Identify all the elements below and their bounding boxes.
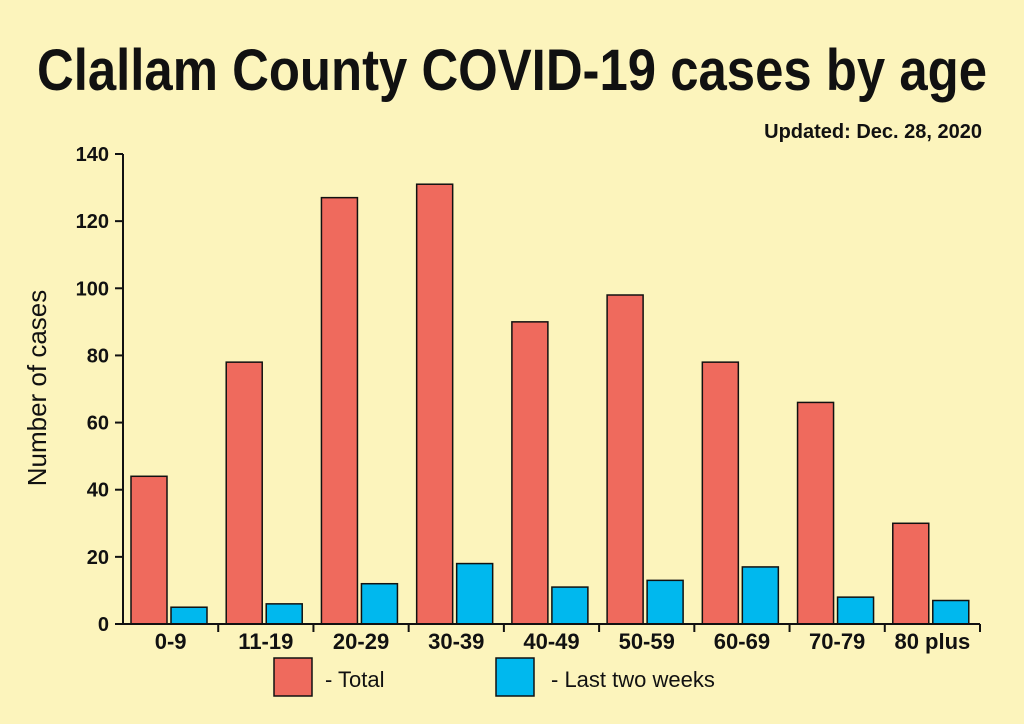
y-axis-label: Number of cases [22,290,52,487]
bar-last-two-weeks-30-39 [455,562,494,625]
bar-total-60-69 [701,361,740,625]
x-tick-label: 50-59 [619,629,675,654]
legend: - Total - Last two weeks [273,657,715,697]
legend-label-total: - Total [325,667,385,692]
legend-swatch-last-two-weeks [495,657,535,697]
x-tick-label: 0-9 [155,629,187,654]
y-tick-label: 120 [76,211,109,233]
x-tick-label: 20-29 [333,629,389,654]
x-tick-label: 40-49 [523,629,579,654]
y-tick-label: 20 [87,547,109,569]
bars [130,183,970,625]
bar-last-two-weeks-60-69 [741,566,780,625]
bar-last-two-weeks-40-49 [551,586,589,625]
x-tick-label: 80 plus [894,629,970,654]
y-axis-ticks: 0 20 40 60 80 100 120 140 [76,144,123,636]
chart-subtitle: Updated: Dec. 28, 2020 [764,121,982,143]
x-tick-label: 11-19 [238,629,293,654]
x-tick-label: 70-79 [809,629,865,654]
bar-last-two-weeks-70-79 [836,596,875,625]
bar-total-0-9 [130,475,168,625]
x-tick-label: 30-39 [428,629,484,654]
legend-label-last-two-weeks: - Last two weeks [551,667,715,692]
legend-swatch-total [273,657,313,697]
bar-total-11-19 [225,361,263,625]
bar-total-80-plus [892,522,930,625]
y-tick-label: 140 [76,144,109,166]
y-tick-label: 0 [98,614,109,636]
y-tick-label: 100 [76,278,109,300]
y-tick-label: 60 [87,413,109,435]
bar-total-70-79 [796,401,835,625]
bar-total-40-49 [511,321,549,625]
x-tick-label: 60-69 [714,629,770,654]
bar-total-20-29 [320,196,359,625]
bar-last-two-weeks-50-59 [646,579,684,625]
bar-last-two-weeks-0-9 [170,606,208,625]
bar-last-two-weeks-20-29 [360,582,399,625]
bar-last-two-weeks-80-plus [932,599,970,625]
bar-total-30-39 [415,183,454,625]
bar-last-two-weeks-11-19 [265,603,303,625]
chart-title: Clallam County COVID-19 cases by age [37,38,987,103]
y-tick-label: 40 [87,480,109,502]
x-axis-ticks: 0-9 11-19 20-29 30-39 40-49 50-59 60-69 70-79 80… [155,624,981,654]
y-tick-label: 80 [87,345,109,367]
bar-total-50-59 [606,294,644,625]
